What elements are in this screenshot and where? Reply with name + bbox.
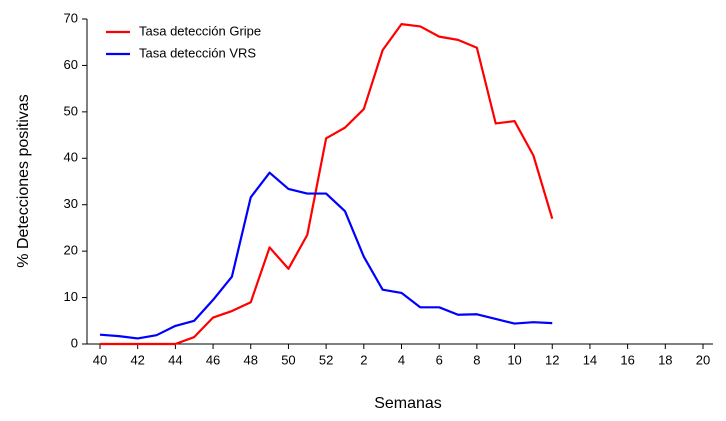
x-tick-label: 46 [206, 352, 220, 367]
series-line [99, 171, 553, 340]
y-axis-label: % Detecciones positivas [15, 94, 32, 267]
y-tick-label: 60 [64, 57, 78, 72]
x-tick-label: 14 [583, 352, 597, 367]
legend-label: Tasa detección Gripe [139, 23, 261, 38]
x-tick-label: 40 [93, 352, 107, 367]
x-axis-label: Semanas [374, 395, 442, 412]
x-tick-label: 18 [658, 352, 672, 367]
x-tick-label: 42 [130, 352, 144, 367]
x-tick-label: 16 [620, 352, 634, 367]
x-tick-label: 20 [696, 352, 710, 367]
legend-label: Tasa detección VRS [139, 45, 256, 60]
x-tick-label: 10 [507, 352, 521, 367]
y-tick-label: 20 [64, 243, 78, 258]
y-tick-label: 10 [64, 289, 78, 304]
x-tick-label: 4 [398, 352, 405, 367]
x-tick-label: 52 [319, 352, 333, 367]
y-tick-label: 30 [64, 196, 78, 211]
x-tick-label: 48 [244, 352, 258, 367]
y-tick-label: 40 [64, 150, 78, 165]
y-tick-label: 50 [64, 103, 78, 118]
y-tick-label: 70 [64, 10, 78, 25]
y-tick-label: 0 [71, 335, 78, 350]
x-tick-label: 12 [545, 352, 559, 367]
x-tick-label: 8 [473, 352, 480, 367]
series-line [100, 23, 554, 346]
x-tick-label: 2 [360, 352, 367, 367]
x-tick-label: 50 [281, 352, 295, 367]
x-tick-label: 44 [168, 352, 182, 367]
x-tick-label: 6 [436, 352, 443, 367]
